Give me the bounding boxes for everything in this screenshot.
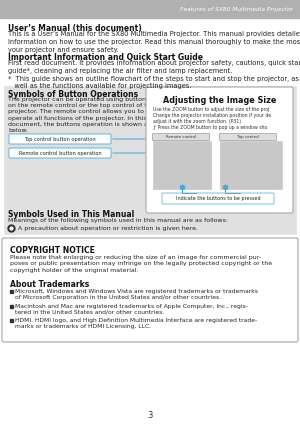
Text: Top control: Top control [237,135,259,139]
Text: The projector can be operated using buttons
on the remote control or the top con: The projector can be operated using butt… [8,97,154,133]
FancyBboxPatch shape [2,238,298,342]
Text: Macintosh and Mac are registered trademarks of Apple Computer, Inc., regis-
tere: Macintosh and Mac are registered tradema… [15,303,248,315]
Text: Symbols of Button Operations: Symbols of Button Operations [8,90,138,99]
Text: This is a User’s Manual for the SX80 Multimedia Projector. This manual provides : This is a User’s Manual for the SX80 Mul… [8,31,300,53]
Text: Use the ZOOM button to adjust the size of the proj
Change the projector installa: Use the ZOOM button to adjust the size o… [153,107,271,125]
FancyBboxPatch shape [9,148,111,158]
Text: Symbols Used in This Manual: Symbols Used in This Manual [8,210,134,219]
Text: Indicate the buttons to be pressed: Indicate the buttons to be pressed [176,196,260,201]
Text: ƒ  Press the ZOOM button to pop up a window sho: ƒ Press the ZOOM button to pop up a wind… [153,125,267,130]
Text: 3: 3 [147,411,153,420]
FancyBboxPatch shape [152,133,209,141]
Text: Important Information and Quick Start Guide: Important Information and Quick Start Gu… [8,53,203,62]
Text: About Trademarks: About Trademarks [10,280,89,289]
Text: Remote control button operation: Remote control button operation [19,150,101,156]
Bar [10,305,13,308]
Text: Meanings of the following symbols used in this manual are as follows:: Meanings of the following symbols used i… [8,218,228,223]
FancyBboxPatch shape [162,193,274,204]
Bar [4,86,296,234]
Text: Features of SX80 Multimedia Projector: Features of SX80 Multimedia Projector [180,7,293,12]
FancyBboxPatch shape [220,133,277,141]
Text: A precaution about operation or restriction is given here.: A precaution about operation or restrict… [18,226,198,231]
Text: Remote control: Remote control [166,135,196,139]
Text: Please note that enlarging or reducing the size of an image for commercial pur-
: Please note that enlarging or reducing t… [10,255,272,273]
Bar [10,290,13,293]
FancyBboxPatch shape [9,134,111,144]
Text: User’s Manual (this document): User’s Manual (this document) [8,24,142,33]
Bar [10,319,13,322]
Text: First read document. It provides information about projector safety, cautions, q: First read document. It provides informa… [8,60,300,89]
Bar [153,141,211,189]
Text: Top control button operation: Top control button operation [24,136,96,142]
Bar [220,141,282,189]
Bar [0,0,300,18]
FancyBboxPatch shape [146,87,293,213]
Text: Adjusting the Image Size: Adjusting the Image Size [163,96,276,105]
Text: HDMI, HDMI logo, and High Definition Multimedia Interface are registered trade-
: HDMI, HDMI logo, and High Definition Mul… [15,318,257,329]
Text: Microsoft, Windows and Windows Vista are registered trademarks or trademarks
of : Microsoft, Windows and Windows Vista are… [15,289,258,300]
Text: COPYRIGHT NOTICE: COPYRIGHT NOTICE [10,246,95,255]
